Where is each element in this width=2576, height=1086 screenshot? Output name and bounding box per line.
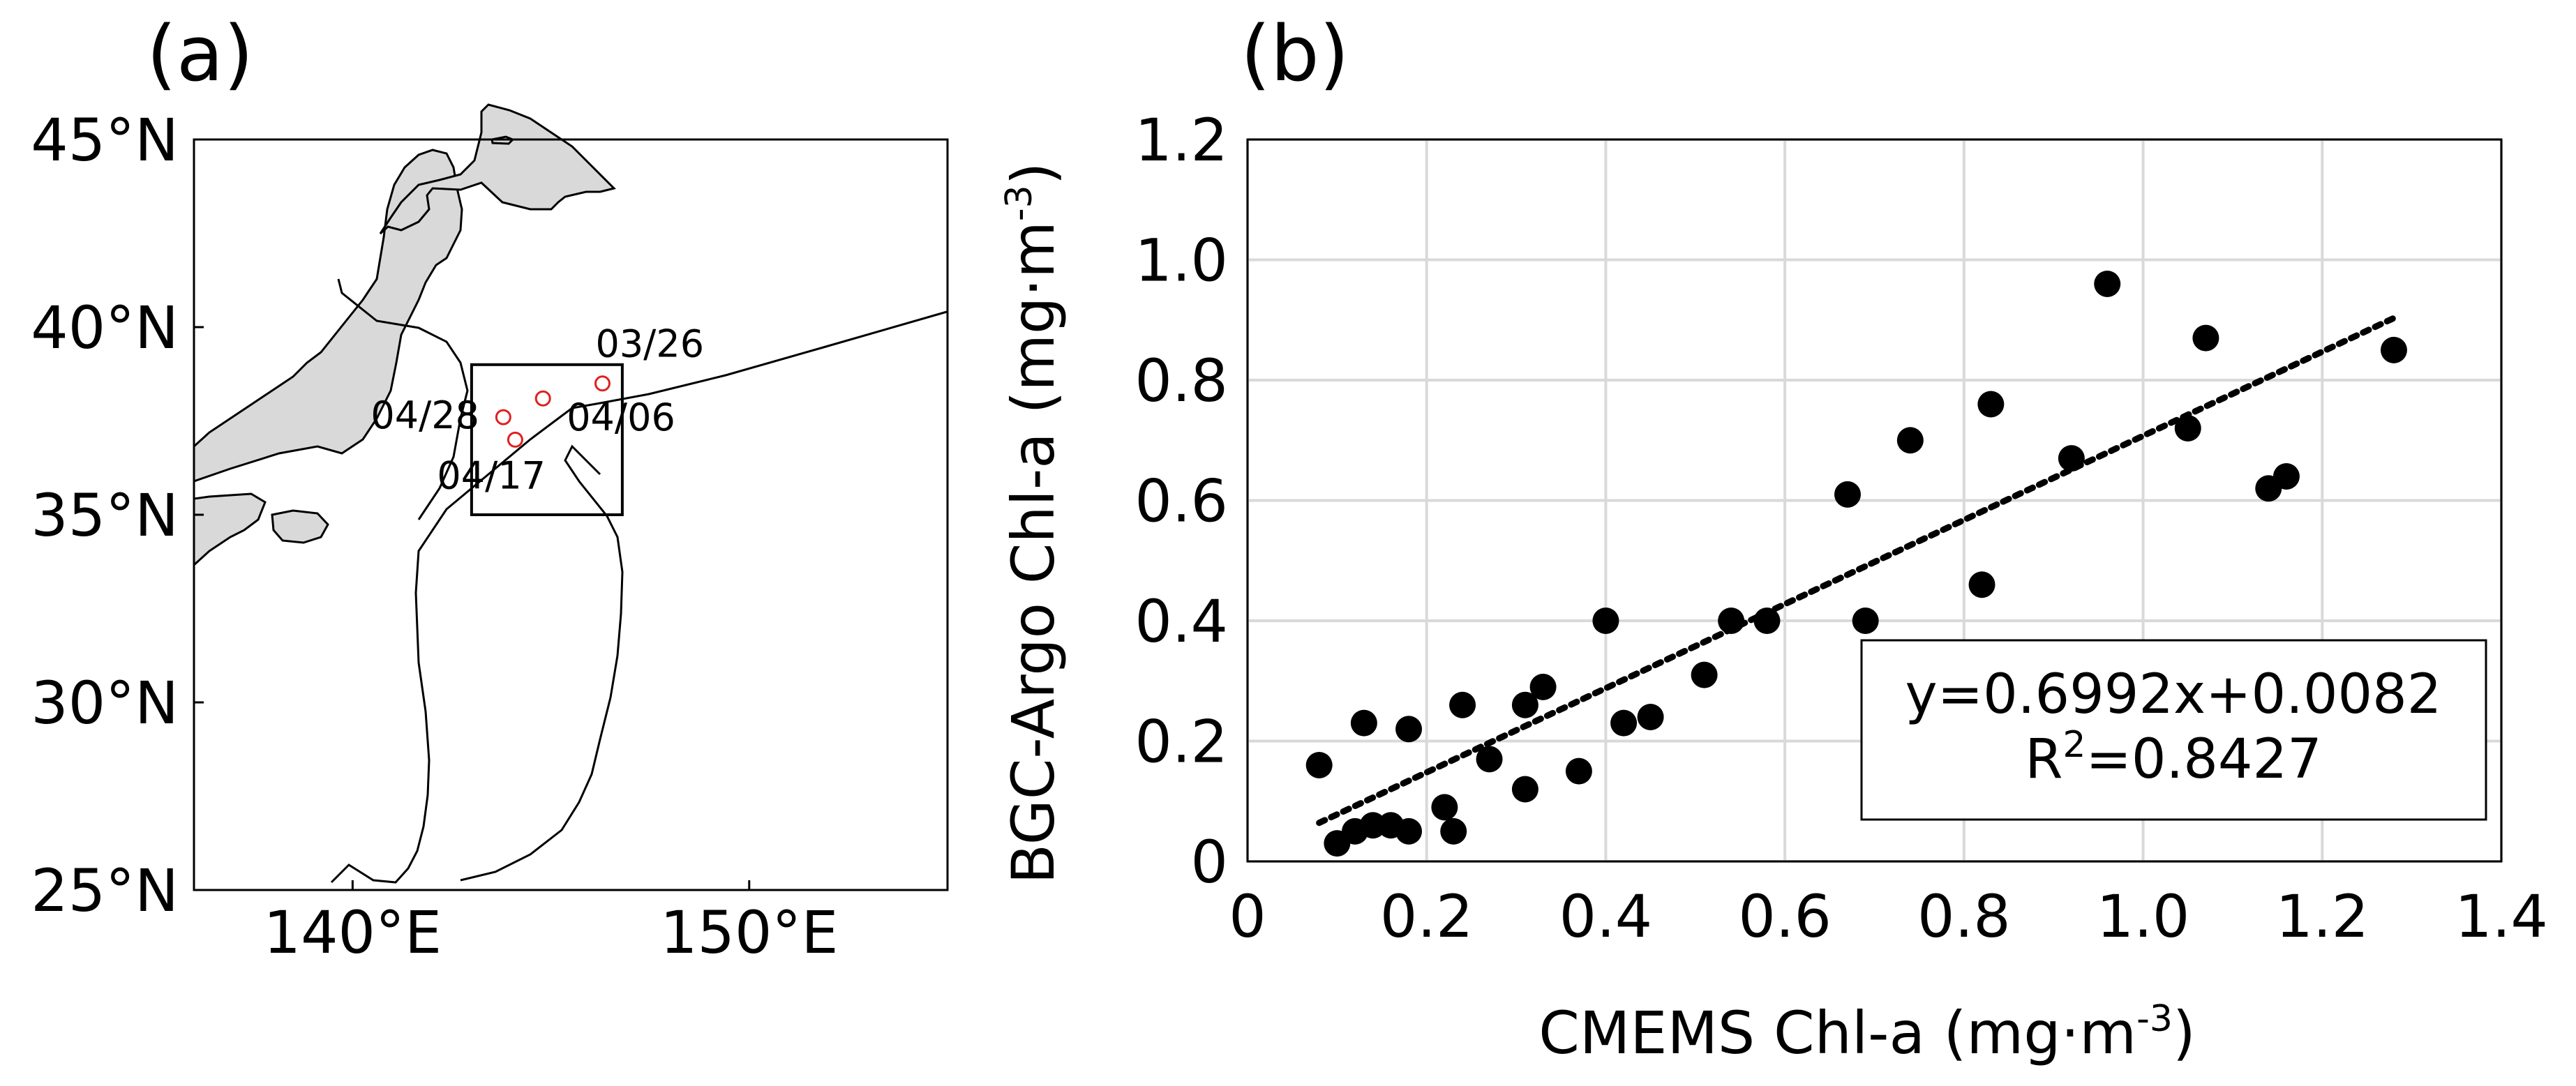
y-tick-label: 45°N [31,106,179,174]
y-tick-label: 0.4 [1135,587,1228,656]
scatter-point [1753,608,1781,634]
r-squared-label: R2=0.8427 [2025,724,2322,791]
shikoku-landmass [271,509,329,544]
y-tick-label: 40°N [31,294,179,362]
x-tick-label: 1.4 [2455,882,2548,951]
scatter-point [1610,709,1638,737]
float-point-04-17 [507,431,523,448]
x-tick-label: 150°E [660,898,838,967]
scatter-point [1852,608,1879,634]
land-masses [193,103,616,568]
float-point-04-06 [534,390,551,407]
honshu-landmass [193,149,463,488]
panel-a-label: (a) [147,9,253,98]
scatter-ticks: 0 0.2 0.4 0.6 0.8 1.0 1.2 1.4 0 0.2 0.4 0.6 0.8 1.0 1.… [1135,106,2547,951]
x-tick-label: 0.2 [1380,882,1474,951]
float-date-label: 04/06 [567,395,675,439]
scatter-point [1718,608,1745,634]
float-point-04-28 [495,409,511,425]
map-ticks: 140°E 150°E 25°N 30°N 35°N 40°N 45°N [31,106,838,967]
float-date-label: 03/26 [595,322,704,366]
float-point-03-26 [594,375,611,392]
scatter-point [2094,271,2121,297]
scatter-point [1511,776,1538,803]
x-tick-label: 0.6 [1738,882,1832,951]
panel-b: (b) 0 0.2 0.4 0.6 0.8 1.0 1.2 1.4 0 0.2 0.4 0.6 0.8 1… [998,9,2548,1067]
y-tick-label: 0.2 [1135,708,1228,776]
scatter-point [1968,571,1995,598]
panel-a: (a) 03/26 04/06 04/28 04/17 140°E 150°E 25°N 3… [31,9,949,967]
scatter-point [2192,324,2219,352]
scatter-point [1395,817,1423,845]
x-tick-label: 1.0 [2097,882,2190,951]
x-tick-label: 1.2 [2275,882,2369,951]
y-tick-label: 25°N [31,857,179,925]
y-axis-title: BGC-Argo Chl-a (mg·m-3) [998,162,1068,884]
y-tick-label: 0.8 [1135,347,1228,415]
scatter-point [1511,691,1538,718]
scatter-point [1977,391,2005,418]
scatter-point [1395,716,1423,743]
scatter-point [1305,752,1333,778]
scatter-point [2174,415,2201,442]
kyushu-landmass [193,492,267,568]
y-tick-label: 1.0 [1135,227,1228,295]
equation-box [1860,639,2487,821]
panel-b-label: (b) [1241,9,1349,98]
x-tick-label: 0 [1229,882,1266,951]
study-area-box [470,363,624,516]
x-tick-label: 0.4 [1559,882,1653,951]
scatter-point [1637,704,1664,730]
y-tick-label: 30°N [31,669,179,737]
scatter-point [1476,746,1503,773]
hokkaido-landmass [379,103,616,235]
scatter-points [1305,271,2407,857]
regression-line [1316,315,2397,827]
x-tick-label: 140°E [264,898,442,967]
float-track-line-north [337,278,469,520]
scatter-point [1350,709,1377,737]
y-tick-label: 0 [1191,828,1228,896]
y-tick-label: 1.2 [1135,106,1228,174]
scatter-point [1834,481,1861,508]
scatter-point [1565,757,1592,785]
scatter-point [2272,463,2300,490]
float-date-label: 04/28 [370,393,479,437]
scatter-point [1431,794,1458,821]
scatter-point [1896,427,1924,454]
float-positions: 03/26 04/06 04/28 04/17 [370,322,704,498]
scatter-point [2380,336,2407,363]
x-axis-title: CMEMS Chl-a (mg·m-3) [1538,998,2196,1067]
plot-frame [1246,138,2503,863]
x-tick-label: 0.8 [1917,882,2011,951]
scatter-point [1449,691,1476,718]
scatter-point [1592,608,1619,634]
y-tick-label: 35°N [31,481,179,550]
float-track-line [330,310,948,884]
scatter-point [2058,445,2085,472]
float-date-label: 04/17 [437,453,546,497]
scatter-point [1529,673,1557,700]
y-tick-label: 0.6 [1135,467,1228,536]
scatter-point [1691,661,1718,688]
scatter-point [1440,817,1467,845]
regression-equation: y=0.6992x+0.0082 [1905,663,2442,726]
